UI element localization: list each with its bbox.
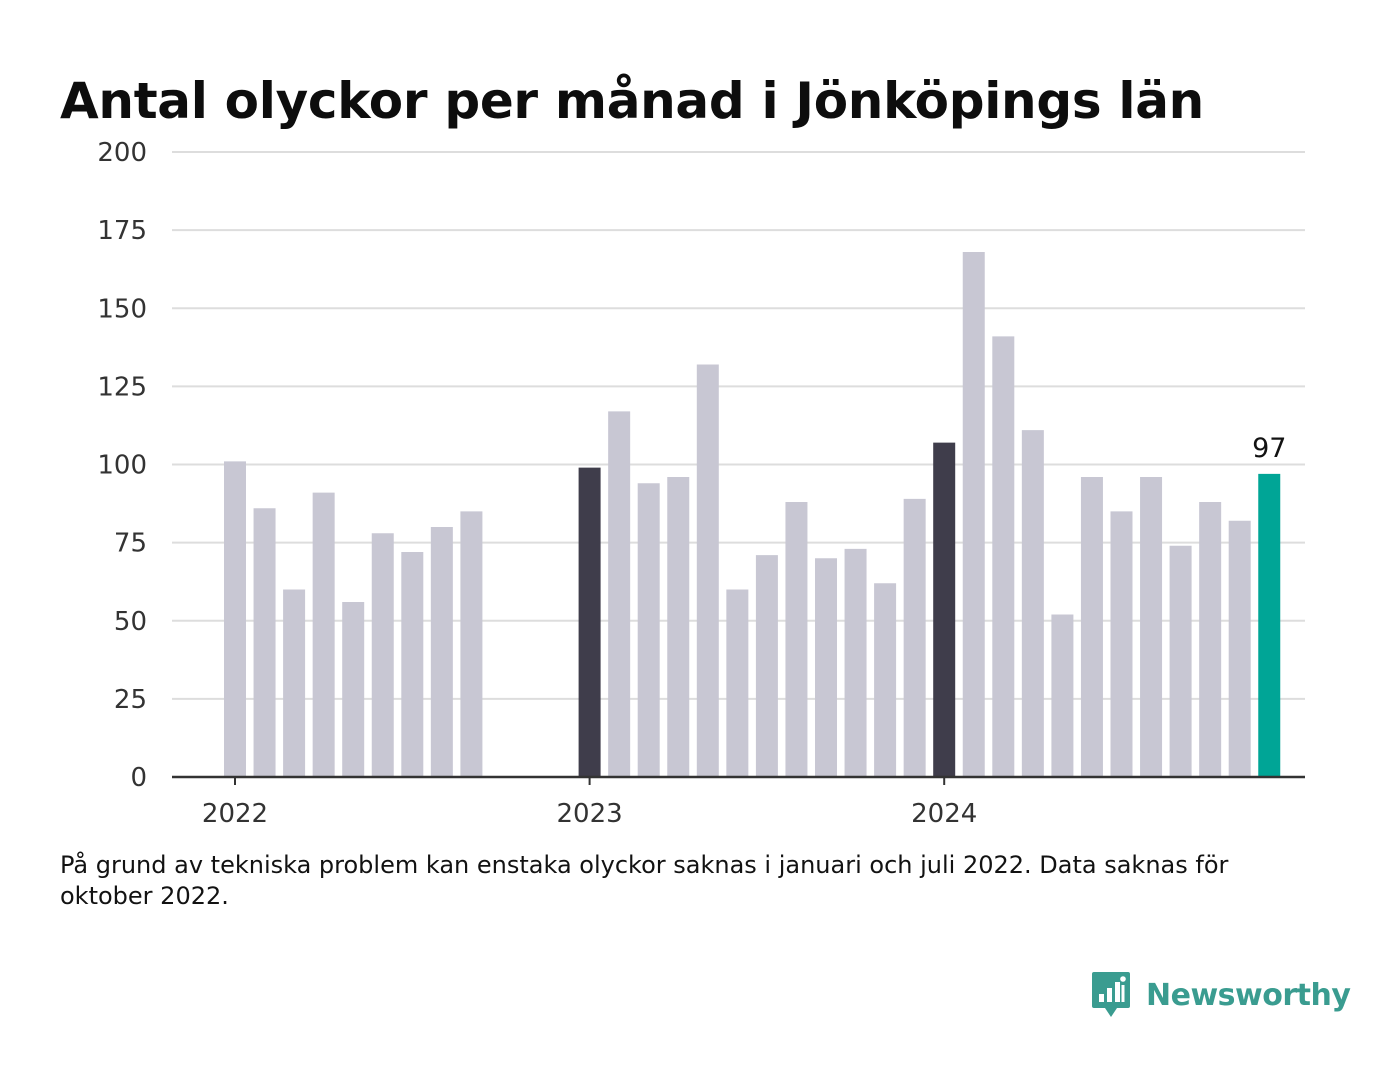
bar [696,364,719,777]
bar [430,527,453,777]
bar [401,552,424,777]
bar [1169,545,1192,777]
chart-title: Antal olyckor per månad i Jönköpings län [60,72,1204,130]
bar [312,492,335,777]
y-tick-label: 0 [130,763,147,793]
brand-name: Newsworthy [1146,977,1351,1013]
bar [637,483,660,777]
bar [460,511,483,777]
bar [283,589,306,777]
bar [578,467,601,777]
y-tick-labels: 0 25 50 75 100 125 150 175 200 [97,138,147,793]
bar [1258,473,1281,777]
bar [608,411,631,777]
y-tick-label: 200 [97,138,147,168]
bar [1228,520,1251,777]
y-tick-label: 150 [97,294,147,324]
y-tick-label: 100 [97,451,147,481]
bar [253,508,276,777]
bars [224,252,1281,777]
bar [667,477,690,777]
bar [1051,614,1074,777]
bar [844,548,867,777]
y-tick-label: 25 [114,685,147,715]
x-tick-label: 2024 [911,799,977,829]
y-tick-label: 125 [97,372,147,402]
x-tick-label: 2023 [557,799,623,829]
y-tick-label: 175 [97,216,147,246]
bar [755,555,778,777]
footnote: På grund av tekniska problem kan enstaka… [60,851,1229,910]
newsworthy-logo-icon [1092,972,1130,1017]
bar [815,558,837,777]
bar [785,502,808,777]
brand-logo: Newsworthy [1090,970,1351,1020]
bar [1110,511,1133,777]
bar [1199,502,1222,777]
bar [992,336,1015,777]
bar [874,583,897,777]
bar [1021,430,1044,777]
bar [224,461,246,777]
bar [371,533,394,777]
bar-value-label: 97 [1252,433,1286,464]
bar [933,442,956,777]
bar [962,252,985,777]
bar [726,589,749,777]
x-tick-labels: 2022 2023 2024 [202,799,977,829]
bar [903,498,926,777]
bar-chart: 0 25 50 75 100 125 150 175 200 2022 2023 2024 97 [97,138,1305,829]
value-labels: 97 [1252,433,1286,464]
x-axis [172,775,1305,785]
bar [1140,477,1163,777]
x-tick-label: 2022 [202,799,268,829]
y-tick-label: 75 [114,529,147,559]
bar [342,602,365,777]
bar [1080,477,1103,777]
y-tick-label: 50 [114,607,147,637]
